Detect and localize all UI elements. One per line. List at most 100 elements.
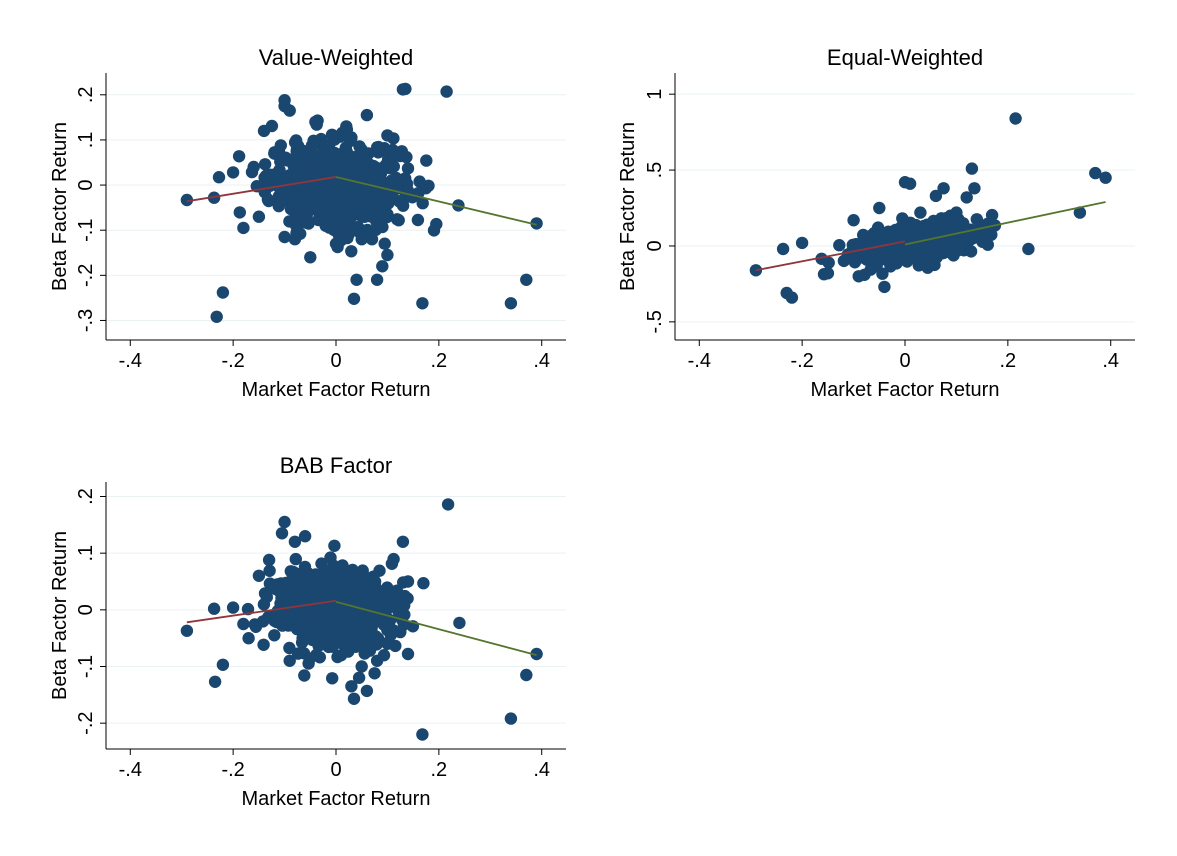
data-point [304,620,317,633]
data-point [396,199,410,212]
data-point [283,104,296,117]
fit-line-right [335,176,537,226]
data-point [319,219,332,232]
data-point [207,602,221,615]
data-point [288,233,302,246]
data-point [427,224,441,237]
data-point [233,206,246,219]
data-point [353,140,366,153]
data-point [249,620,263,633]
data-point [347,692,361,705]
data-point [848,242,862,255]
y-tick-label: .2 [75,86,97,103]
data-point [968,182,981,195]
data-point [237,221,250,235]
x-tick-label: 0 [330,759,341,781]
data-point [180,193,194,207]
data-point [878,280,891,294]
x-tick-label: .4 [1102,350,1119,372]
y-tick-label: -.3 [75,309,97,332]
data-point [1073,206,1087,219]
x-tick-label: -.2 [221,759,244,781]
data-point [276,192,290,205]
y-tick-label: .1 [75,545,97,562]
data-point [355,233,368,246]
data-point [822,256,835,269]
data-point [289,134,303,147]
x-tick-label: .4 [533,759,550,781]
y-tick-label: -.1 [75,655,97,678]
data-point [1009,112,1022,125]
chart-panel-3: -.4 -.2 0 .2 .4 -.2 -.1 0 .1 .2 BAB Factor Market F… [49,453,566,810]
data-point [399,82,412,96]
data-point [287,152,300,166]
scatter-points [749,112,1112,304]
data-point [776,242,790,256]
data-point [965,162,979,175]
data-point [262,553,276,567]
data-point [283,215,296,228]
x-tick-label: -.2 [790,350,813,372]
fit-line-left [186,176,337,203]
data-point [928,258,941,272]
data-point [353,601,367,614]
data-point [326,198,339,212]
data-point [376,260,389,273]
data-point [852,270,865,283]
data-point [937,182,950,195]
y-tick-label: 0 [644,240,666,251]
data-point [386,143,399,157]
data-point [981,238,994,251]
data-point [1099,171,1112,184]
x-tick-label: .2 [1000,350,1017,372]
data-point [416,728,429,741]
data-point [303,145,316,158]
data-point [302,657,315,670]
data-point [371,632,385,645]
data-point [420,154,433,167]
x-tick-label: -.4 [119,759,142,781]
data-point [453,616,466,630]
data-point [247,160,260,174]
data-point [396,535,410,548]
y-tick-label: -.2 [75,711,97,734]
data-point [504,712,518,725]
data-point [242,632,255,645]
data-point [329,237,343,250]
data-point [392,214,405,227]
data-point [216,286,230,299]
data-point [268,629,281,642]
data-point [268,147,281,160]
x-tick-label: 0 [330,350,341,372]
data-point [326,672,339,685]
data-point [370,654,384,667]
data-point [903,177,917,190]
data-point [970,213,983,226]
data-point [416,197,429,210]
data-point [441,498,455,511]
x-tick-label: .2 [431,759,448,781]
data-point [334,649,348,662]
data-point [257,638,270,651]
data-point [252,569,266,582]
data-point [343,152,356,165]
fit-line-left [755,240,906,272]
data-point [371,598,384,611]
fit-line-right [335,601,537,657]
data-point [339,141,352,154]
data-point [232,150,246,163]
data-point [210,310,223,323]
data-point [314,580,327,594]
data-point [314,132,328,146]
data-point [226,166,240,179]
data-point [417,577,430,590]
data-point [307,192,320,205]
y-tick-label: .1 [75,132,97,149]
data-point [309,115,322,129]
y-tick-label: -.5 [644,310,666,333]
data-point [382,601,395,614]
data-point [326,640,339,653]
data-point [279,576,292,590]
data-point [271,604,284,618]
data-point [302,577,315,590]
